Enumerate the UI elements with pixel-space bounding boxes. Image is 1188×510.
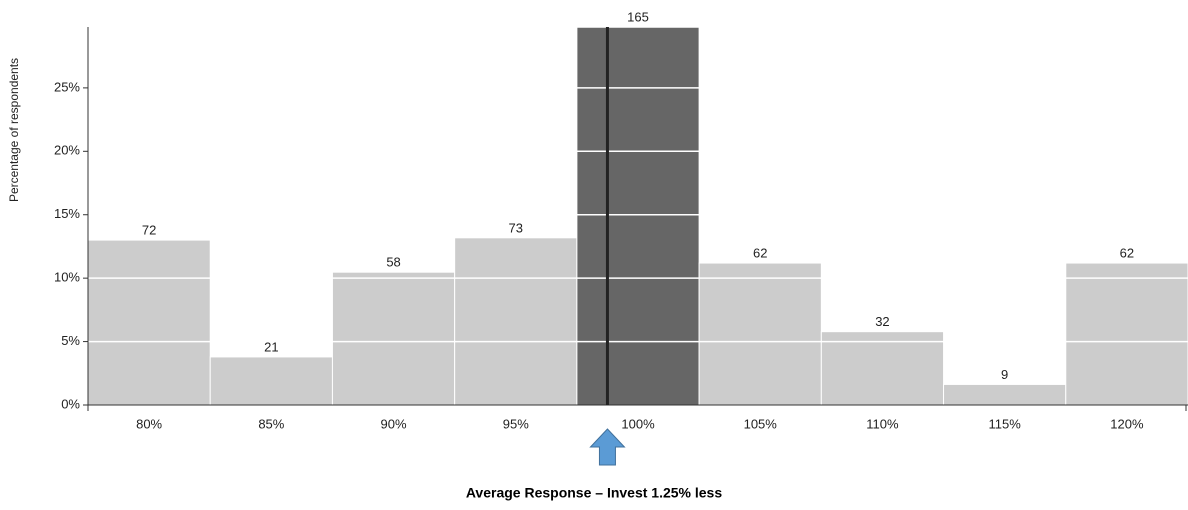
x-tick-label: 120%: [1110, 416, 1144, 431]
x-tick-label: 80%: [136, 416, 162, 431]
data-label: 72: [142, 223, 156, 238]
y-tick-label: 0%: [61, 396, 80, 411]
data-label: 9: [1001, 367, 1008, 382]
x-tick-label: 95%: [503, 416, 529, 431]
x-tick-label: 85%: [258, 416, 284, 431]
arrow: [589, 428, 626, 466]
bar: [1065, 262, 1188, 406]
bar: [87, 239, 211, 406]
bar: [820, 331, 945, 406]
bar: [331, 271, 456, 406]
bar: [576, 26, 700, 406]
y-tick-label: 20%: [54, 143, 80, 158]
data-label: 62: [753, 245, 767, 260]
bar: [454, 237, 578, 406]
annotation: Average Response – Invest 1.25% less: [466, 485, 723, 501]
x-tick-label: 90%: [381, 416, 407, 431]
x-tick-label: 105%: [744, 416, 778, 431]
bar: [209, 356, 333, 406]
y-tick-label: 15%: [54, 206, 80, 221]
bar: [943, 383, 1067, 406]
data-label: 165: [627, 10, 649, 25]
y-tick-label: 10%: [54, 270, 80, 285]
x-tick-label: 100%: [621, 416, 655, 431]
data-label: 21: [264, 339, 278, 354]
x-tick-label: 115%: [989, 416, 1022, 431]
data-label: 58: [386, 255, 400, 270]
data-label: 32: [875, 314, 889, 329]
data-label: 62: [1120, 245, 1134, 260]
y-tick-label: 25%: [54, 79, 80, 94]
y-tick-label: 5%: [61, 333, 80, 348]
x-tick-label: 110%: [866, 416, 899, 431]
bar: [698, 262, 822, 406]
y-axis-label: Percentage of respondents: [7, 58, 21, 202]
data-label: 73: [509, 220, 523, 235]
